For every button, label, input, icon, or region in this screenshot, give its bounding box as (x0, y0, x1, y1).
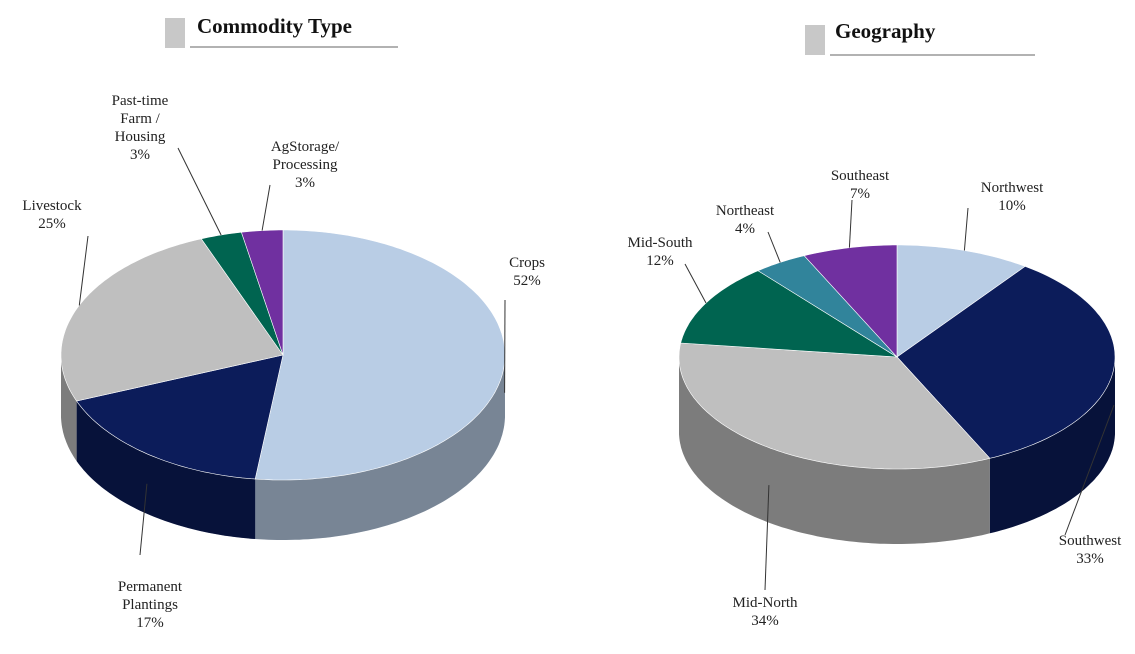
slice (76, 354, 284, 480)
category-label: Crops (509, 255, 545, 271)
data-label: Past-time Farm / Housing 3% (95, 92, 185, 164)
leader-line (848, 199, 853, 248)
category-label: Past-time Farm / Housing (111, 93, 169, 145)
title-marker (805, 25, 825, 55)
value-label: 12% (646, 253, 674, 269)
data-label: Southwest 33% (1040, 532, 1135, 568)
value-label: 34% (751, 613, 779, 629)
slice (896, 266, 1116, 459)
slice (757, 255, 898, 358)
leader-line (963, 207, 969, 251)
value-label: 17% (136, 615, 164, 631)
data-label: AgStorage/ Processing 3% (250, 138, 360, 192)
value-label: 3% (295, 175, 315, 191)
slice-shade (989, 357, 1115, 534)
slice-shade (679, 357, 990, 544)
category-label: Mid-North (732, 595, 798, 611)
title-marker (165, 18, 185, 48)
category-label: Northwest (980, 180, 1044, 196)
leader-line (261, 184, 271, 231)
leader-line (764, 485, 770, 591)
data-label: Southeast 7% (815, 167, 905, 203)
slice (678, 342, 991, 470)
category-label: Permanent Plantings (117, 579, 183, 613)
leader-line (767, 231, 781, 263)
value-label: 7% (850, 186, 870, 202)
category-label: Southeast (830, 168, 890, 184)
category-label: Northeast (715, 203, 775, 219)
value-label: 10% (998, 198, 1026, 214)
slice-side (679, 357, 990, 544)
chart-title: Geography (835, 19, 936, 43)
data-label: Northeast 4% (700, 202, 790, 238)
data-label: Northwest 10% (962, 179, 1062, 215)
value-label: 3% (130, 147, 150, 163)
leader-line (78, 235, 89, 306)
leader-line (177, 147, 222, 236)
slice-side (61, 355, 77, 461)
category-label: Livestock (22, 198, 82, 214)
data-label: Crops 52% (497, 254, 557, 290)
value-label: 33% (1076, 551, 1104, 567)
slice-shade (255, 355, 505, 540)
data-label: Livestock 25% (7, 197, 97, 233)
slice-shade (61, 355, 77, 461)
leader-line (684, 263, 707, 304)
slice-side (989, 357, 1115, 534)
category-label: Southwest (1058, 533, 1122, 549)
value-label: 4% (735, 221, 755, 237)
chart-title: Commodity Type (197, 14, 352, 38)
data-label: Mid-South 12% (610, 234, 710, 270)
category-label: AgStorage/ Processing (270, 139, 340, 173)
slice-shade (76, 401, 256, 539)
slice-side (76, 401, 256, 539)
data-label: Mid-North 34% (715, 594, 815, 630)
leader-line (139, 483, 148, 556)
value-label: 52% (513, 273, 541, 289)
category-label: Mid-South (627, 235, 693, 251)
data-label: Permanent Plantings 17% (95, 578, 205, 632)
leader-line (1064, 404, 1115, 536)
slice-side (255, 355, 505, 540)
value-label: 25% (38, 216, 66, 232)
